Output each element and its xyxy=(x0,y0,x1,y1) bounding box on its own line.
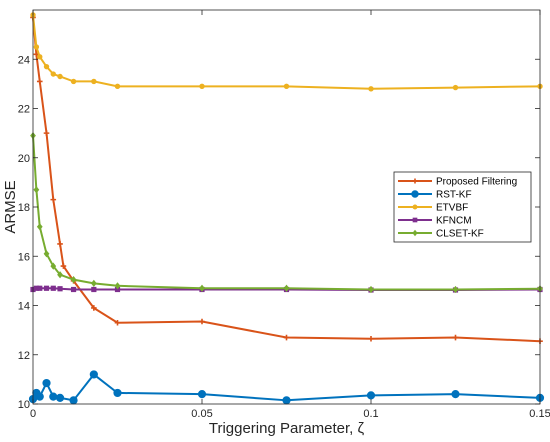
y-axis-label: ARMSE xyxy=(2,180,19,233)
kfncm-point xyxy=(50,285,56,291)
tick-layer: 0 0.05 0.1 0.15 10 12 14 16 18 20 22 24 xyxy=(18,10,550,420)
proposed-filtering-point xyxy=(114,319,121,326)
series-clset-kf xyxy=(30,131,543,294)
series-rst-kf xyxy=(28,370,545,405)
rst-kf-point xyxy=(282,396,291,405)
clset-kf-point xyxy=(43,250,50,258)
clset-kf-point xyxy=(368,285,374,294)
rst-kf-point xyxy=(49,392,58,401)
legend-marker-rst-kf xyxy=(411,190,419,198)
clset-kf-line xyxy=(32,135,541,291)
legend-label-rst-kf: RST-KF xyxy=(436,190,472,201)
clset-kf-point xyxy=(57,271,63,279)
rst-kf-point xyxy=(35,392,44,401)
proposed-filtering-point xyxy=(91,305,97,311)
y-tick-label: 18 xyxy=(18,202,30,214)
rst-kf-point xyxy=(451,390,460,399)
kfncm-point xyxy=(70,286,77,293)
rst-kf-point xyxy=(89,370,98,379)
rst-kf-point xyxy=(113,388,122,398)
legend-marker-etvbf xyxy=(412,204,418,210)
y-tick-label: 22 xyxy=(18,104,30,116)
proposed-filtering-point xyxy=(36,78,43,85)
kfncm-point xyxy=(37,285,43,291)
clset-kf-point xyxy=(199,284,205,292)
proposed-filtering-point xyxy=(452,334,459,341)
kfncm-point xyxy=(114,286,121,293)
y-tick-label: 10 xyxy=(18,399,30,411)
proposed-filtering-point xyxy=(368,335,374,342)
kfncm-point xyxy=(33,285,39,291)
clset-kf-point xyxy=(114,282,121,290)
etvbf-point xyxy=(37,54,43,60)
y-tick-label: 16 xyxy=(18,251,30,263)
proposed-filtering-point xyxy=(57,241,63,247)
kfncm-point xyxy=(91,286,97,293)
proposed-filtering-point xyxy=(43,130,50,136)
y-tick-label: 20 xyxy=(18,153,30,165)
kfncm-point xyxy=(57,286,63,292)
clset-kf-point xyxy=(452,285,459,294)
etvbf-point xyxy=(70,78,77,85)
legend: Proposed Filtering RST-KF ETVBF KFNCM CLSET-… xyxy=(393,171,532,243)
etvbf-point xyxy=(283,83,290,90)
clset-kf-point xyxy=(33,186,40,194)
etvbf-point xyxy=(452,84,459,91)
kfncm-point xyxy=(43,285,50,291)
etvbf-point xyxy=(43,63,50,70)
legend-label-clset-kf: CLSET-KF xyxy=(436,229,484,240)
y-tick-label: 12 xyxy=(18,350,30,362)
clset-kf-point xyxy=(50,262,57,270)
x-tick-label: 0 xyxy=(30,408,36,420)
legend-label-proposed-filtering: Proposed Filtering xyxy=(436,177,517,188)
x-tick-label: 0.05 xyxy=(191,408,212,420)
clset-kf-point xyxy=(283,284,290,292)
etvbf-point xyxy=(368,86,374,92)
x-tick-label: 0.15 xyxy=(529,408,550,420)
y-tick-label: 24 xyxy=(18,54,30,66)
etvbf-point xyxy=(33,44,40,50)
x-tick-label: 0.1 xyxy=(363,408,378,420)
etvbf-point xyxy=(114,83,121,90)
y-tick-label: 14 xyxy=(18,301,30,313)
clset-kf-point xyxy=(90,279,97,287)
rst-kf-point xyxy=(55,393,65,402)
legend-marker-proposed-filtering xyxy=(412,178,418,184)
proposed-filtering-point xyxy=(283,334,290,341)
etvbf-point xyxy=(50,71,56,77)
rst-kf-point xyxy=(366,391,376,400)
rst-kf-point xyxy=(69,396,78,405)
x-axis-label: Triggering Parameter, ζ xyxy=(209,420,365,437)
etvbf-point xyxy=(91,78,97,85)
proposed-filtering-point xyxy=(199,318,205,325)
legend-label-kfncm: KFNCM xyxy=(436,216,472,227)
proposed-filtering-point xyxy=(50,196,57,203)
legend-marker-kfncm xyxy=(412,217,418,223)
proposed-filtering-point xyxy=(60,263,67,269)
legend-label-etvbf: ETVBF xyxy=(436,203,468,214)
rst-kf-point xyxy=(42,378,51,388)
clset-kf-point xyxy=(36,223,43,231)
etvbf-point xyxy=(199,83,205,90)
legend-marker-clset-kf xyxy=(412,229,418,237)
etvbf-point xyxy=(57,73,63,80)
rst-kf-point xyxy=(197,390,207,399)
series-layer xyxy=(28,12,545,405)
clset-kf-point xyxy=(70,276,77,284)
